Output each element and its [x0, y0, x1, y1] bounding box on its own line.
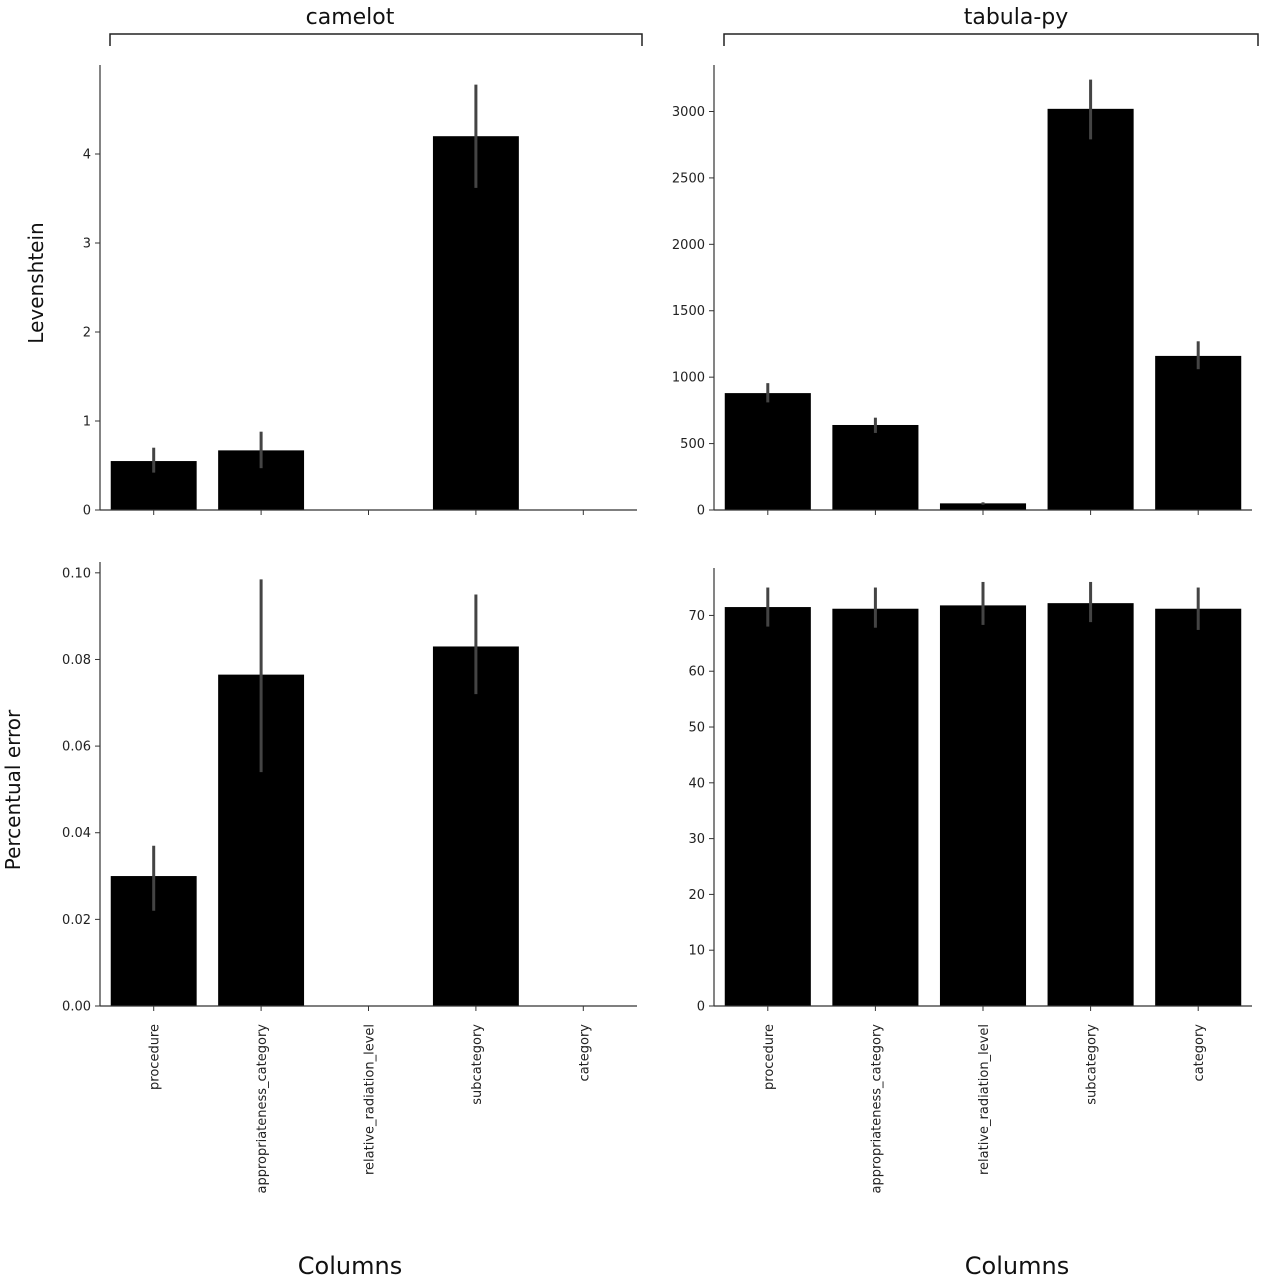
y-tick-label: 0.04 — [62, 826, 91, 841]
x-tick-label-appropriateness_category: appropriateness_category — [255, 1024, 270, 1194]
x-tick-label-relative_radiation_level: relative_radiation_level — [977, 1024, 992, 1175]
y-tick-label: 3000 — [672, 105, 705, 120]
y-tick-label: 0 — [83, 504, 91, 519]
x-tick-label-appropriateness_category: appropriateness_category — [869, 1024, 884, 1194]
y-tick-label: 2 — [83, 326, 91, 341]
y-tick-label: 40 — [688, 776, 705, 791]
y-tick-label: 60 — [688, 665, 705, 680]
y-tick-label: 2000 — [672, 238, 705, 253]
y-tick-label: 70 — [688, 609, 705, 624]
ylabel-levenshtein: Levenshtein — [24, 222, 48, 343]
bar-category — [1155, 355, 1242, 510]
y-tick-label: 500 — [680, 437, 705, 452]
y-tick-label: 0.08 — [62, 653, 91, 668]
bar-subcategory — [432, 646, 519, 1006]
y-tick-label: 10 — [688, 944, 705, 959]
group-title-tabula-py: tabula-py — [964, 5, 1069, 30]
y-tick-label: 0.02 — [62, 913, 91, 928]
xlabel-columns-right: Columns — [965, 1252, 1069, 1280]
bar-appropriateness_category — [832, 424, 919, 510]
y-tick-label: 0 — [697, 1000, 705, 1015]
x-tick-label-subcategory: subcategory — [1085, 1024, 1100, 1105]
y-tick-label: 1500 — [672, 304, 705, 319]
y-tick-label: 4 — [83, 148, 91, 163]
x-tick-label-category: category — [1192, 1024, 1207, 1082]
x-tick-label-category: category — [577, 1024, 592, 1082]
bar-relative_radiation_level — [939, 503, 1027, 510]
group-title-camelot: camelot — [306, 5, 395, 30]
y-tick-label: 3 — [83, 237, 91, 252]
bar-procedure — [724, 393, 811, 510]
xlabel-columns-left: Columns — [298, 1252, 402, 1280]
y-tick-label: 0.10 — [62, 566, 91, 581]
y-tick-label: 1000 — [672, 371, 705, 386]
ylabel-percentual-error: Percentual error — [1, 709, 25, 870]
y-tick-label: 2500 — [672, 171, 705, 186]
bar-subcategory — [1047, 603, 1134, 1006]
camelot-bracket — [109, 33, 643, 46]
tabula-bracket — [723, 33, 1259, 46]
panel-camelot-levenshtein: 0 1 2 3 4 — [83, 65, 637, 519]
panel-camelot-percentual-error: 0.00 0.02 0.04 0.06 0.08 0.10 procedure appropr… — [62, 562, 637, 1194]
x-tick-label-relative_radiation_level: relative_radiation_level — [363, 1024, 378, 1175]
bar-procedure — [724, 607, 811, 1006]
y-tick-label: 50 — [688, 721, 705, 736]
y-tick-label: 0 — [697, 504, 705, 519]
bar-subcategory — [1047, 108, 1134, 511]
y-tick-label: 30 — [688, 832, 705, 847]
y-tick-label: 0.00 — [62, 1000, 91, 1015]
y-tick-label: 20 — [688, 888, 705, 903]
y-tick-label: 1 — [83, 415, 91, 430]
bar-relative_radiation_level — [939, 605, 1027, 1006]
panel-tabula-levenshtein: 0 500 1000 1500 2000 2500 3000 — [672, 65, 1252, 519]
x-tick-label-procedure: procedure — [148, 1024, 163, 1090]
x-tick-label-procedure: procedure — [762, 1024, 777, 1090]
bar-appropriateness_category — [832, 608, 919, 1006]
bar-category — [1155, 608, 1242, 1006]
y-tick-label: 0.06 — [62, 740, 91, 755]
bar-subcategory — [432, 136, 519, 510]
panel-tabula-percentual-error: 0 10 20 30 40 50 60 70 procedure appropriateness_… — [688, 568, 1252, 1194]
x-tick-label-subcategory: subcategory — [470, 1024, 485, 1105]
